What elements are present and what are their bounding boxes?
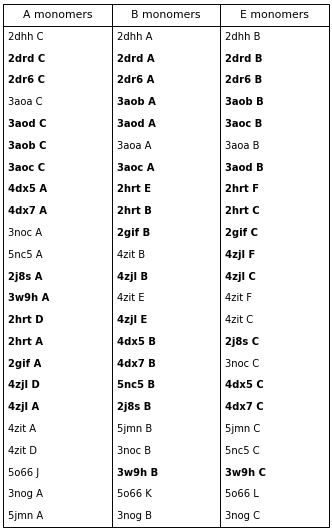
Text: 3aob B: 3aob B <box>225 97 264 107</box>
Text: 3w9h B: 3w9h B <box>117 467 158 478</box>
Text: 2drd B: 2drd B <box>225 54 263 64</box>
Text: 3aoc C: 3aoc C <box>8 163 45 173</box>
Text: 4dx5 B: 4dx5 B <box>117 337 155 347</box>
Text: 2gif C: 2gif C <box>225 228 258 238</box>
Text: 3w9h A: 3w9h A <box>8 293 49 303</box>
Text: 5jmn A: 5jmn A <box>8 511 43 521</box>
Text: 5o66 K: 5o66 K <box>117 489 151 499</box>
Text: 2drd A: 2drd A <box>117 54 154 64</box>
Text: 2dr6 C: 2dr6 C <box>8 75 45 85</box>
Text: B monomers: B monomers <box>131 10 201 20</box>
Text: 5nc5 B: 5nc5 B <box>117 381 155 391</box>
Text: 4dx5 C: 4dx5 C <box>225 381 264 391</box>
Text: 3aod A: 3aod A <box>117 119 155 129</box>
Text: 2gif B: 2gif B <box>117 228 150 238</box>
Text: 4zjl D: 4zjl D <box>8 381 40 391</box>
Text: 2dr6 A: 2dr6 A <box>117 75 154 85</box>
Text: 2hrt E: 2hrt E <box>117 184 151 195</box>
Text: 5o66 L: 5o66 L <box>225 489 259 499</box>
Text: 4zjl A: 4zjl A <box>8 402 39 412</box>
Text: 3nog A: 3nog A <box>8 489 43 499</box>
Text: 3nog C: 3nog C <box>225 511 260 521</box>
Text: 3aoa C: 3aoa C <box>8 97 42 107</box>
Text: E monomers: E monomers <box>240 10 309 20</box>
Text: 2hrt C: 2hrt C <box>225 206 260 216</box>
Text: 5jmn B: 5jmn B <box>117 424 152 434</box>
Text: 3aoa B: 3aoa B <box>225 141 260 151</box>
Text: 5o66 J: 5o66 J <box>8 467 39 478</box>
Text: 4zjl F: 4zjl F <box>225 250 256 260</box>
Text: 2dhh C: 2dhh C <box>8 32 43 42</box>
Text: 3noc B: 3noc B <box>117 446 151 456</box>
Text: 3aod B: 3aod B <box>225 163 264 173</box>
Text: 5jmn C: 5jmn C <box>225 424 261 434</box>
Text: 2j8s A: 2j8s A <box>8 271 42 281</box>
Text: 3noc C: 3noc C <box>225 359 260 369</box>
Text: 3aod C: 3aod C <box>8 119 46 129</box>
Text: 4zit D: 4zit D <box>8 446 37 456</box>
Text: 2hrt B: 2hrt B <box>117 206 151 216</box>
Text: 3w9h C: 3w9h C <box>225 467 266 478</box>
Text: 2gif A: 2gif A <box>8 359 42 369</box>
Text: 2j8s B: 2j8s B <box>117 402 151 412</box>
Text: 2hrt F: 2hrt F <box>225 184 259 195</box>
Text: 4zit C: 4zit C <box>225 315 253 325</box>
Text: 2drd C: 2drd C <box>8 54 45 64</box>
Text: 4dx7 B: 4dx7 B <box>117 359 155 369</box>
Text: 2dhh B: 2dhh B <box>225 32 261 42</box>
Text: 5nc5 A: 5nc5 A <box>8 250 42 260</box>
Text: 2dhh A: 2dhh A <box>117 32 152 42</box>
Text: 3aoa A: 3aoa A <box>117 141 151 151</box>
Text: 2hrt D: 2hrt D <box>8 315 43 325</box>
Text: 3nog B: 3nog B <box>117 511 152 521</box>
Text: 4dx5 A: 4dx5 A <box>8 184 47 195</box>
Text: 4zjl C: 4zjl C <box>225 271 256 281</box>
Text: 4dx7 A: 4dx7 A <box>8 206 47 216</box>
Text: 4zit E: 4zit E <box>117 293 144 303</box>
Text: 2j8s C: 2j8s C <box>225 337 260 347</box>
Text: 2hrt A: 2hrt A <box>8 337 43 347</box>
Text: 4zjl E: 4zjl E <box>117 315 147 325</box>
Text: 3noc A: 3noc A <box>8 228 42 238</box>
Text: 4zjl B: 4zjl B <box>117 271 148 281</box>
Text: 3aob A: 3aob A <box>117 97 155 107</box>
Text: 5nc5 C: 5nc5 C <box>225 446 260 456</box>
Text: 3aob C: 3aob C <box>8 141 46 151</box>
Text: 2dr6 B: 2dr6 B <box>225 75 263 85</box>
Text: 4zit A: 4zit A <box>8 424 36 434</box>
Text: 4dx7 C: 4dx7 C <box>225 402 264 412</box>
Text: 4zit F: 4zit F <box>225 293 252 303</box>
Text: 3aoc A: 3aoc A <box>117 163 154 173</box>
Text: 4zit B: 4zit B <box>117 250 145 260</box>
Text: 3aoc B: 3aoc B <box>225 119 263 129</box>
Text: A monomers: A monomers <box>23 10 92 20</box>
